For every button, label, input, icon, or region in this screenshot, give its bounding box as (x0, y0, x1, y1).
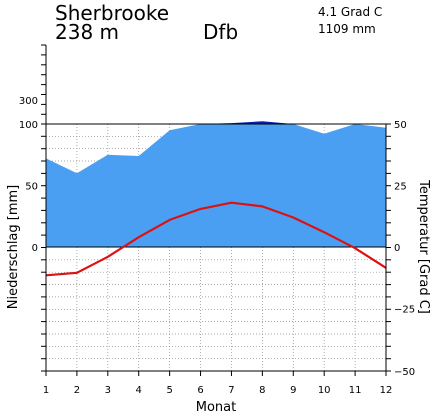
x-tick-label: 4 (136, 385, 142, 396)
mean-temperature: 4.1 Grad C (318, 5, 383, 19)
station-name: Sherbrooke (55, 1, 170, 25)
temp-tick-label: −25 (394, 305, 415, 316)
precip-tick-label: 100 (19, 120, 38, 131)
annual-precipitation: 1109 mm (318, 22, 376, 36)
precip-tick-label: 50 (25, 182, 38, 193)
precip-tick-label: 0 (32, 243, 38, 254)
temp-tick-label: 50 (394, 120, 407, 131)
x-tick-label: 1 (43, 385, 49, 396)
axes (41, 44, 391, 376)
x-tick-label: 6 (197, 385, 203, 396)
temp-tick-label: 25 (394, 182, 407, 193)
climate-class: Dfb (203, 20, 239, 44)
temperature-line (45, 201, 387, 277)
temp-tick-label: 0 (394, 243, 400, 254)
x-tick-label: 3 (105, 385, 111, 396)
y-axis-label-precipitation: Niederschlag [mm] (6, 185, 21, 310)
x-tick-label: 12 (380, 385, 393, 396)
y-axis-label-temperature: Temperatur [Grad C] (416, 179, 431, 314)
x-tick-label: 8 (259, 385, 265, 396)
x-axis-label: Monat (196, 400, 236, 415)
x-tick-label: 9 (290, 385, 296, 396)
x-tick-label: 2 (74, 385, 80, 396)
x-tick-label: 11 (349, 385, 362, 396)
x-tick-label: 5 (166, 385, 172, 396)
x-tick-label: 10 (318, 385, 331, 396)
temp-tick-label: −50 (394, 367, 415, 378)
precip-tick-label: 300 (19, 96, 38, 107)
x-tick-label: 7 (228, 385, 234, 396)
precipitation-area (46, 124, 386, 247)
station-elevation: 238 m (55, 20, 120, 44)
